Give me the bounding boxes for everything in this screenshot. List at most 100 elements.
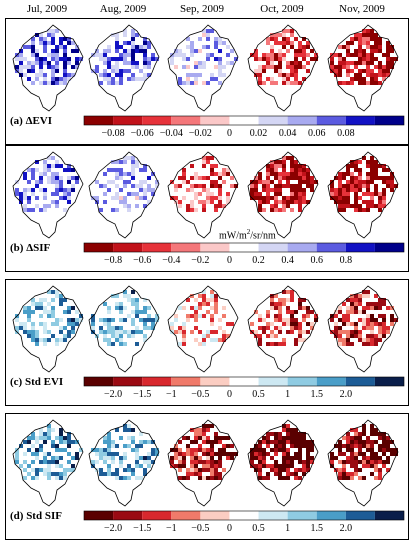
grid-cell — [115, 208, 119, 212]
grid-cell — [358, 69, 362, 73]
grid-cell — [55, 164, 59, 168]
grid-cell — [346, 188, 350, 192]
grid-cell — [111, 69, 115, 73]
region-outline — [12, 24, 84, 112]
grid-cell — [51, 310, 55, 314]
grid-cell — [35, 77, 39, 81]
grid-cell — [218, 476, 222, 480]
grid-cell — [354, 208, 358, 212]
grid-cell — [266, 440, 270, 444]
colorbar-tick-label: −0.8 — [104, 255, 122, 266]
grid-cell — [131, 29, 135, 33]
grid-cell — [174, 452, 178, 456]
grid-cell — [151, 326, 155, 330]
grid-cell — [258, 468, 262, 472]
grid-cell — [143, 53, 147, 57]
grid-cell — [214, 164, 218, 168]
grid-cell — [55, 49, 59, 53]
grid-cell — [210, 77, 214, 81]
grid-cell — [15, 326, 19, 330]
grid-cell — [390, 49, 394, 53]
grid-cell — [31, 168, 35, 172]
grid-cell — [266, 452, 270, 456]
colorbar: −0.08 −0.06 −0.04 −0.02 0 0.02 0.04 0.06 0.08 — [83, 115, 405, 139]
grid-cell — [19, 49, 23, 53]
grid-cell — [382, 436, 386, 440]
grid-cell — [350, 204, 354, 208]
grid-cell — [362, 322, 366, 326]
grid-cell — [382, 444, 386, 448]
grid-cell — [298, 188, 302, 192]
grid-cell — [43, 472, 47, 476]
grid-cell — [55, 460, 59, 464]
colorbar-swatch — [142, 116, 172, 125]
grid-cell — [119, 160, 123, 164]
grid-cell — [390, 440, 394, 444]
grid-cell — [354, 33, 358, 37]
grid-cell — [31, 330, 35, 334]
grid-cell — [334, 53, 338, 57]
grid-cell — [194, 456, 198, 460]
grid-cell — [107, 57, 111, 61]
grid-cell — [23, 460, 27, 464]
grid-cell — [366, 342, 370, 346]
region-outline — [327, 285, 399, 373]
grid-cell — [107, 73, 111, 77]
grid-cell — [354, 440, 358, 444]
grid-cell — [75, 176, 79, 180]
grid-cell — [338, 208, 342, 212]
grid-cell — [366, 81, 370, 85]
grid-cell — [127, 172, 131, 176]
grid-cell — [115, 306, 119, 310]
grid-cell — [346, 168, 350, 172]
grid-cell — [178, 460, 182, 464]
grid-cell — [63, 192, 67, 196]
grid-cell — [346, 322, 350, 326]
grid-cell — [270, 164, 274, 168]
grid-cell — [330, 188, 334, 192]
grid-cell — [143, 318, 147, 322]
grid-cell — [354, 326, 358, 330]
grid-cell — [370, 53, 374, 57]
grid-cell — [135, 456, 139, 460]
grid-cell — [127, 41, 131, 45]
grid-cell — [71, 176, 75, 180]
grid-cell — [55, 160, 59, 164]
colorbar-swatch — [258, 511, 288, 520]
grid-cell — [202, 184, 206, 188]
grid-cell — [390, 61, 394, 65]
grid-cell — [182, 180, 186, 184]
grid-cell — [123, 33, 127, 37]
grid-cell — [254, 188, 258, 192]
region-outline — [247, 285, 319, 373]
grid-cell — [366, 172, 370, 176]
grid-cell — [47, 53, 51, 57]
grid-cell — [210, 53, 214, 57]
grid-cell — [131, 318, 135, 322]
grid-cell — [15, 452, 19, 456]
grid-cell — [274, 318, 278, 322]
grid-cell — [143, 338, 147, 342]
grid-cell — [31, 326, 35, 330]
grid-cell — [107, 326, 111, 330]
grid-cell — [27, 472, 31, 476]
grid-cell — [182, 464, 186, 468]
grid-cell — [278, 444, 282, 448]
grid-cell — [27, 45, 31, 49]
grid-cell — [55, 45, 59, 49]
grid-cell — [286, 65, 290, 69]
grid-cell — [362, 41, 366, 45]
grid-cell — [107, 452, 111, 456]
grid-cell — [214, 298, 218, 302]
grid-cell — [210, 290, 214, 294]
grid-cell — [258, 208, 262, 212]
grid-cell — [178, 49, 182, 53]
grid-cell — [282, 160, 286, 164]
grid-cell — [254, 452, 258, 456]
grid-cell — [27, 436, 31, 440]
grid-cell — [354, 464, 358, 468]
colorbar-swatch — [258, 377, 288, 386]
grid-cell — [342, 322, 346, 326]
grid-cell — [294, 440, 298, 444]
grid-cell — [286, 290, 290, 294]
